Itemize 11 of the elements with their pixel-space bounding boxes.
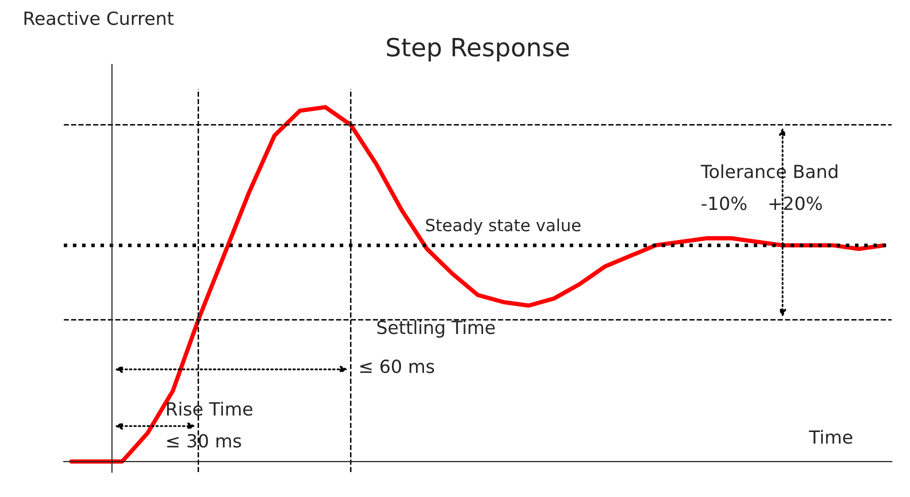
annotation: ≤ 60 ms [360,360,434,374]
annotation: ≤ 30 ms [167,434,242,448]
annotation: Rise Time [167,402,252,416]
x-axis-title: Time [808,430,852,444]
chart-title: Step Response [386,38,569,62]
annotation: Settling Time [377,320,495,338]
ref-line-label: Steady state value [426,218,580,235]
annotation: +20% [770,196,822,210]
y-axis-title: Reactive Current [24,11,174,26]
annotation: -10% [702,196,746,210]
annotation: Tolerance Band [700,164,838,178]
